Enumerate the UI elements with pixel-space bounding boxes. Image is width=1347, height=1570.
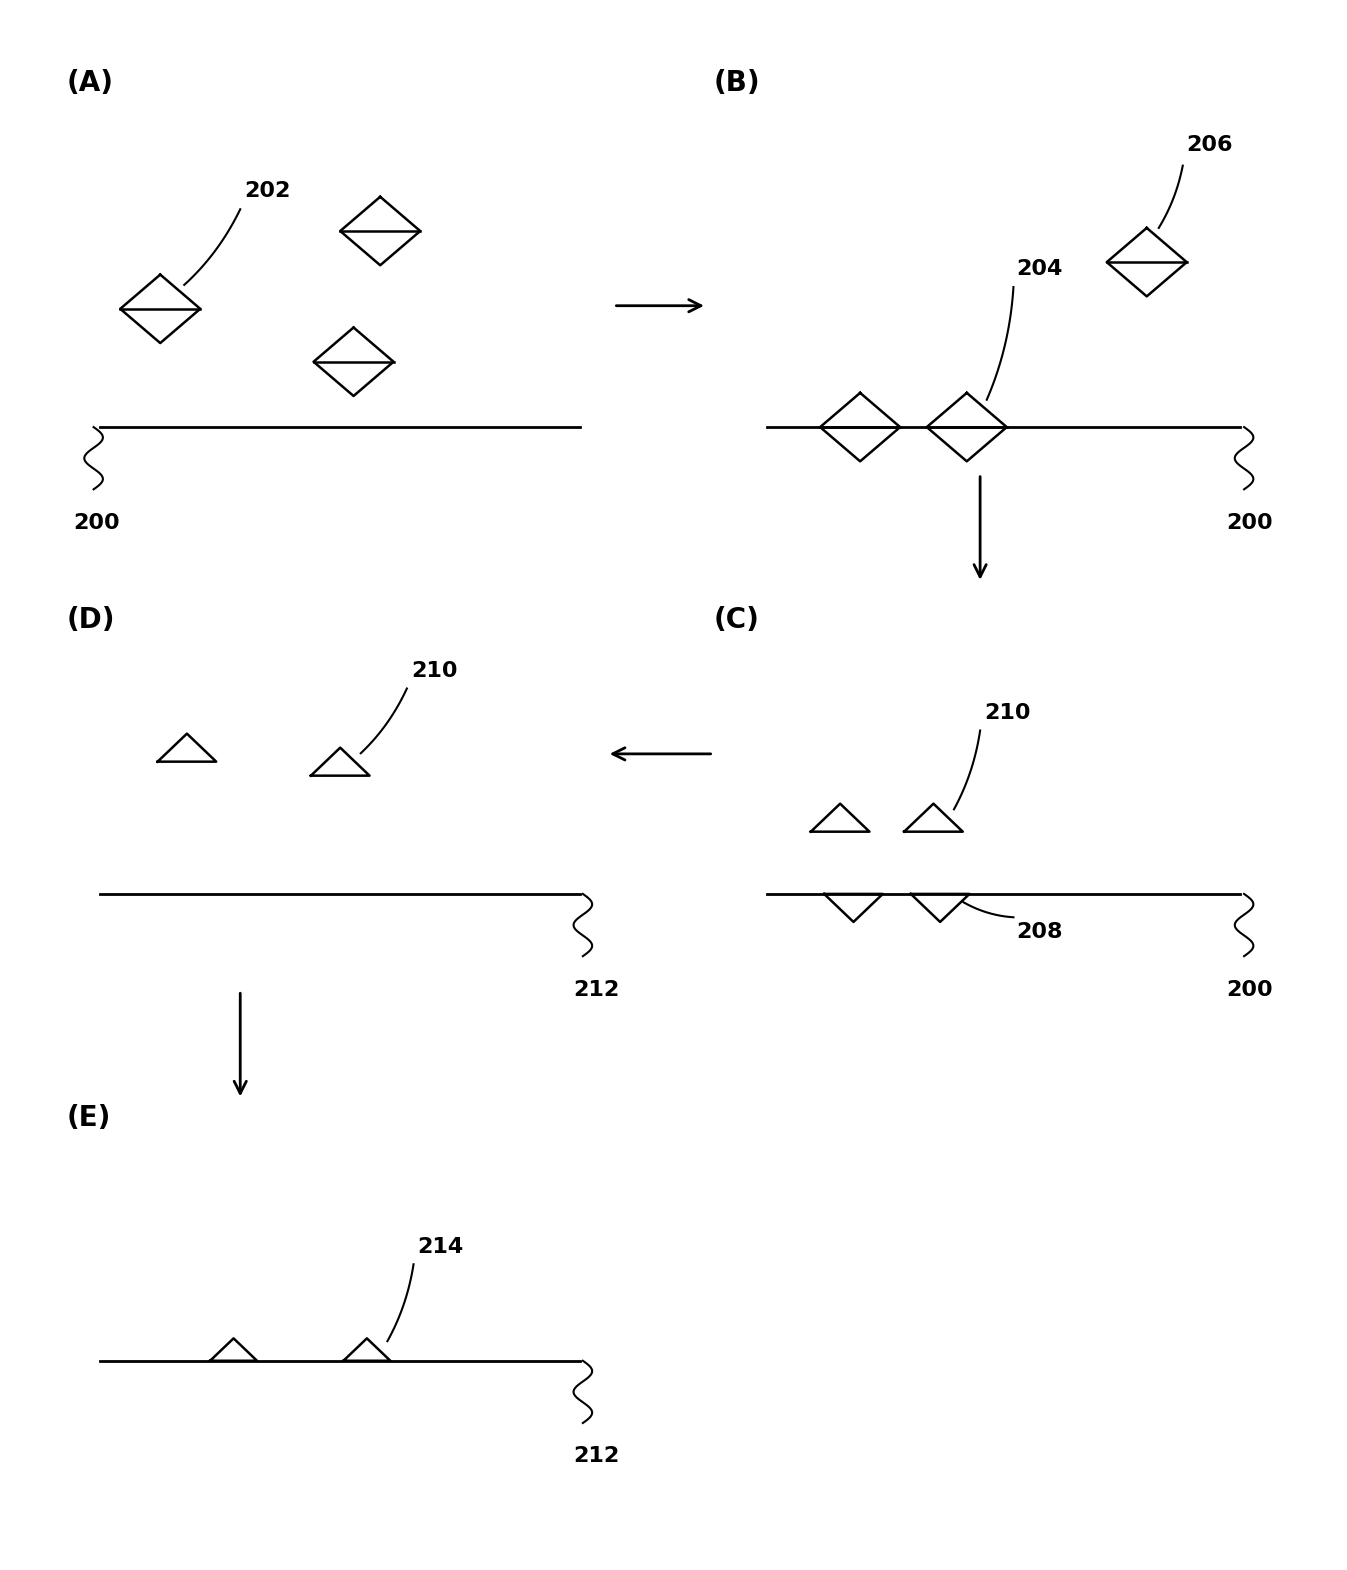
- Text: (D): (D): [67, 606, 116, 634]
- Text: (B): (B): [714, 69, 760, 97]
- Text: (E): (E): [67, 1104, 112, 1132]
- Text: 212: 212: [574, 1446, 620, 1466]
- Text: (C): (C): [714, 606, 760, 634]
- Text: 206: 206: [1187, 135, 1234, 155]
- Text: 200: 200: [74, 513, 120, 532]
- Text: 208: 208: [1016, 922, 1063, 942]
- Text: (A): (A): [67, 69, 114, 97]
- Text: 214: 214: [418, 1237, 463, 1256]
- Text: 202: 202: [244, 182, 291, 201]
- Text: 204: 204: [1016, 259, 1063, 279]
- Text: 200: 200: [1227, 980, 1273, 1000]
- Text: 210: 210: [411, 661, 458, 681]
- Text: 212: 212: [574, 980, 620, 1000]
- Text: 210: 210: [985, 703, 1030, 722]
- Text: 200: 200: [1227, 513, 1273, 532]
